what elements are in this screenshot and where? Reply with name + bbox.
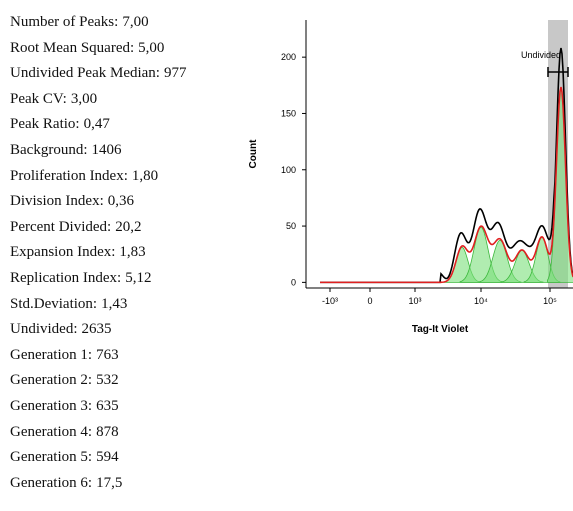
stat-value: 17,5 [96,474,123,491]
stat-row: Std.Deviation: 1,43 [10,292,186,318]
stat-label: Undivided Peak Median: [10,65,160,82]
stat-row: Number of Peaks: 7,00 [10,10,186,36]
y-tick-label: 200 [281,52,296,62]
stat-row: Background: 1406 [10,138,186,164]
y-axis-label: Count [248,139,259,169]
stat-value: 878 [96,423,119,440]
stat-row: Division Index: 0,36 [10,189,186,215]
stat-row: Generation 6: 17,5 [10,471,186,497]
stat-value: 763 [96,346,119,363]
stat-label: Background: [10,141,88,158]
stat-value: 1,43 [101,295,128,312]
stat-label: Percent Divided: [10,218,112,235]
stat-value: 977 [163,65,187,82]
stats-list: Number of Peaks: 7,00 Root Mean Squared: 5,… [10,10,186,496]
stat-label: Division Index: [10,193,104,210]
stat-value: 5,00 [138,39,165,56]
stat-row: Peak Ratio: 0,47 [10,112,186,138]
stat-value: 1,83 [119,244,146,261]
stat-value: 532 [96,372,119,389]
stat-label: Generation 4: [10,423,93,440]
stat-value: 7,00 [122,14,149,30]
stat-row: Expansion Index: 1,83 [10,240,186,266]
stat-row: Undivided: 2635 [10,317,186,343]
histogram-curve [320,47,573,284]
stat-value: 0,47 [83,116,110,133]
stat-label: Generation 5: [10,449,93,466]
stat-label: Generation 1: [10,346,93,363]
stat-label: Proliferation Index: [10,167,128,184]
stat-row: Generation 2: 532 [10,368,186,394]
stat-label: Peak Ratio: [10,116,80,133]
y-tick-label: 100 [281,165,296,175]
stat-row: Undivided Peak Median: 977 [10,61,186,87]
stat-row: Replication Index: 5,12 [10,266,186,292]
gate-label: Undivided [521,50,561,60]
stat-row: Generation 1: 763 [10,343,186,369]
stat-row: Peak CV: 3,00 [10,87,186,113]
stat-row: Generation 3: 635 [10,394,186,420]
x-tick-label: 10⁵ [543,296,557,306]
x-tick-label: 10⁴ [474,296,488,306]
stat-row: Generation 5: 594 [10,445,186,471]
stat-value: 635 [96,397,119,414]
stat-label: Generation 2: [10,372,93,389]
stat-value: 20,2 [115,218,142,235]
stat-value: 1406 [91,141,122,158]
plot-area [320,20,573,288]
stat-label: Generation 6: [10,474,93,491]
stat-row: Generation 4: 878 [10,420,186,446]
x-tick-label: 10³ [408,296,421,306]
y-tick-label: 0 [291,277,296,287]
stat-label: Number of Peaks: [10,14,119,30]
histogram-curve [320,86,573,284]
stat-label: Generation 3: [10,397,93,414]
stat-label: Expansion Index: [10,244,116,261]
stat-value: 2635 [81,321,112,338]
stat-label: Peak CV: [10,90,67,107]
stat-value: 594 [96,449,119,466]
x-tick-label: -10³ [322,296,338,306]
stat-value: 3,00 [70,90,98,107]
stat-value: 5,12 [125,269,152,286]
stat-row: Percent Divided: 20,2 [10,215,186,241]
x-tick-label: 0 [367,296,372,306]
y-tick-label: 50 [286,221,296,231]
stat-row: Root Mean Squared: 5,00 [10,36,186,62]
y-tick-label: 150 [281,108,296,118]
stat-label: Undivided: [10,321,78,338]
stat-label: Std.Deviation: [10,295,98,312]
stat-value: 1,80 [131,167,159,184]
stat-value: 0,36 [107,193,134,210]
stat-label: Root Mean Squared: [10,39,135,56]
x-axis-label: Tag-It Violet [412,324,469,335]
stat-row: Proliferation Index: 1,80 [10,164,186,190]
stat-label: Replication Index: [10,269,122,286]
